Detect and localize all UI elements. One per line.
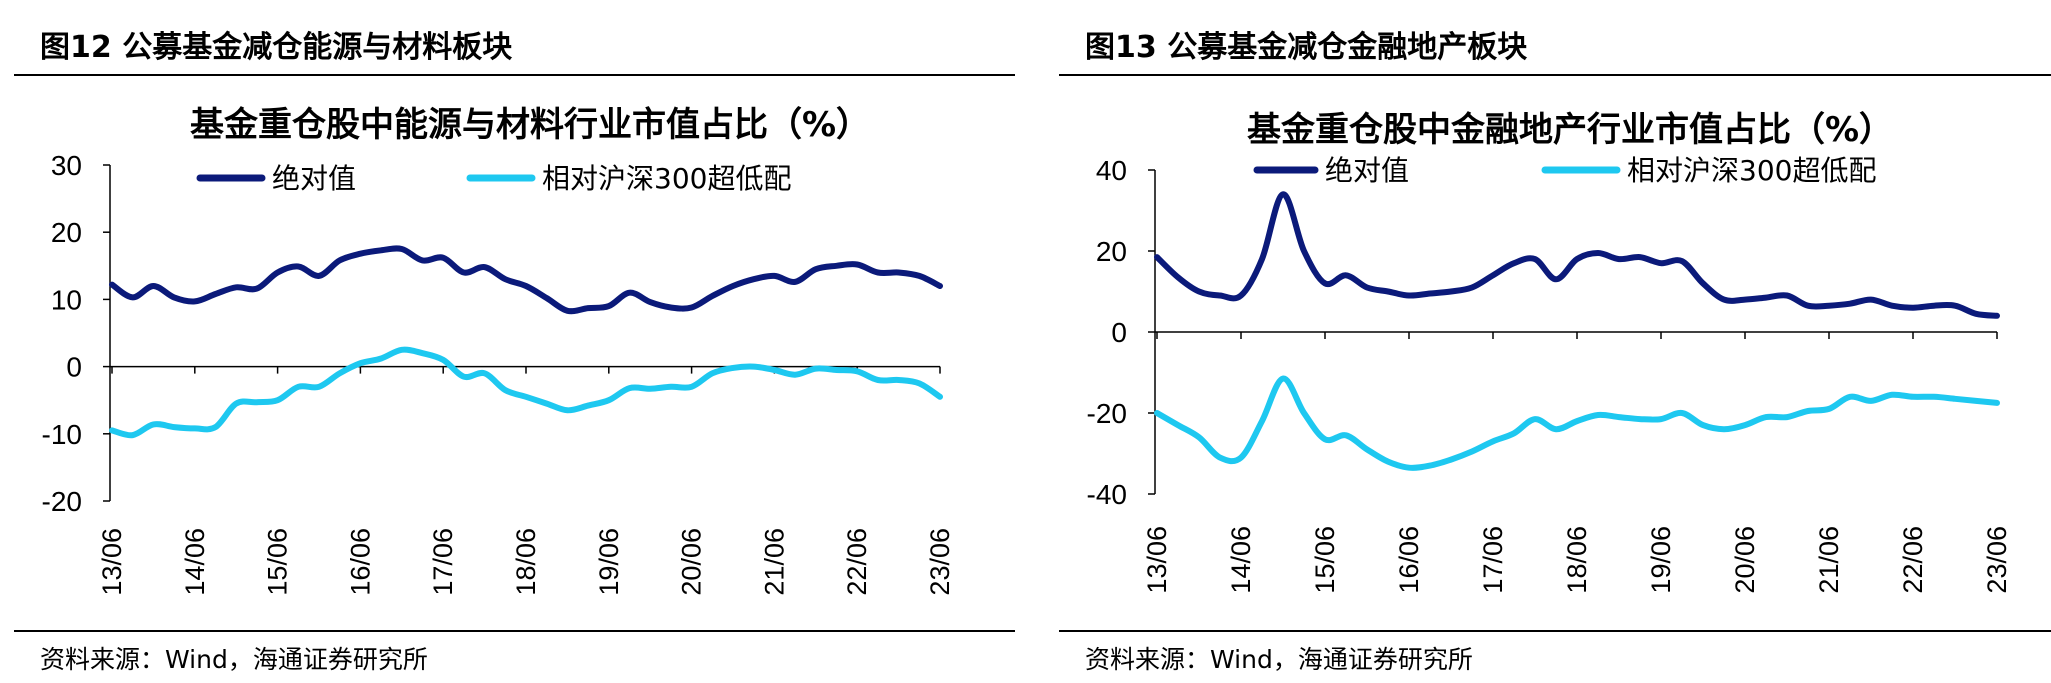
finance-realestate-chart: 基金重仓股中金融地产行业市值占比（%） -40 -20 0 20 40 13/06 14/06… (1087, 110, 2012, 594)
y-tick-label: 0 (1111, 317, 1127, 348)
y-tick-label: 20 (51, 217, 82, 248)
x-tick-label: 21/06 (759, 528, 789, 596)
x-tick-label: 23/06 (925, 528, 955, 596)
top-rule (1059, 74, 2051, 76)
chart-title: 基金重仓股中金融地产行业市值占比（%） (1247, 110, 1893, 150)
energy-materials-chart: 基金重仓股中能源与材料行业市值占比（%） -20 -10 0 10 20 30 13/06 14… (42, 105, 955, 596)
source-note: 资料来源：Wind，海通证券研究所 (1085, 645, 1473, 674)
chart-title: 基金重仓股中能源与材料行业市值占比（%） (190, 105, 870, 145)
y-tick-label: 0 (66, 352, 82, 383)
source-note: 资料来源：Wind，海通证券研究所 (40, 645, 428, 674)
x-tick-label: 22/06 (842, 528, 872, 596)
x-tick-label: 18/06 (511, 528, 541, 596)
x-tick-label: 19/06 (594, 528, 624, 596)
y-tick-label: 40 (1096, 155, 1127, 186)
y-tick-label: -40 (1087, 479, 1127, 510)
y-tick-label: -10 (42, 419, 82, 450)
x-tick-label: 20/06 (677, 528, 707, 596)
series-line-1 (1154, 375, 2000, 471)
x-tick-label: 16/06 (1394, 526, 1424, 594)
y-tick-label: 30 (51, 150, 82, 181)
x-tick-label: 15/06 (263, 528, 293, 596)
x-tick-label: 14/06 (1226, 526, 1256, 594)
legend-label-1: 相对沪深300超低配 (542, 162, 791, 195)
series-line-1 (109, 346, 943, 439)
x-tick-label: 16/06 (345, 528, 375, 596)
series-line-0 (109, 245, 943, 315)
top-rule (14, 74, 1015, 76)
x-tick-label: 13/06 (97, 528, 127, 596)
figure-title: 图13 公募基金减仓金融地产板块 (1085, 30, 1528, 65)
x-tick-label: 18/06 (1562, 526, 1592, 594)
y-tick-label: 10 (51, 284, 82, 315)
x-tick-label: 22/06 (1898, 526, 1928, 594)
legend-label-0: 绝对值 (272, 162, 356, 195)
y-tick-label: -20 (42, 486, 82, 517)
series-line-0 (1154, 191, 2000, 319)
x-tick-label: 13/06 (1142, 526, 1172, 594)
x-tick-label: 19/06 (1646, 526, 1676, 594)
x-tick-label: 15/06 (1310, 526, 1340, 594)
x-tick-label: 17/06 (428, 528, 458, 596)
figure-13-panel: 图13 公募基金减仓金融地产板块 基金重仓股中金融地产行业市值占比（%） -40 -… (1045, 0, 2051, 683)
y-tick-label: 20 (1096, 236, 1127, 267)
x-tick-label: 20/06 (1730, 526, 1760, 594)
bottom-rule (14, 630, 1015, 632)
legend-label-0: 绝对值 (1325, 154, 1409, 187)
x-tick-label: 21/06 (1814, 526, 1844, 594)
bottom-rule (1059, 630, 2051, 632)
x-tick-label: 23/06 (1982, 526, 2012, 594)
x-tick-label: 14/06 (180, 528, 210, 596)
figure-title: 图12 公募基金减仓能源与材料板块 (40, 30, 513, 65)
figure-12-panel: 图12 公募基金减仓能源与材料板块 基金重仓股中能源与材料行业市值占比（%） -2… (0, 0, 1015, 683)
y-tick-label: -20 (1087, 398, 1127, 429)
legend-label-1: 相对沪深300超低配 (1627, 154, 1876, 187)
x-tick-label: 17/06 (1478, 526, 1508, 594)
